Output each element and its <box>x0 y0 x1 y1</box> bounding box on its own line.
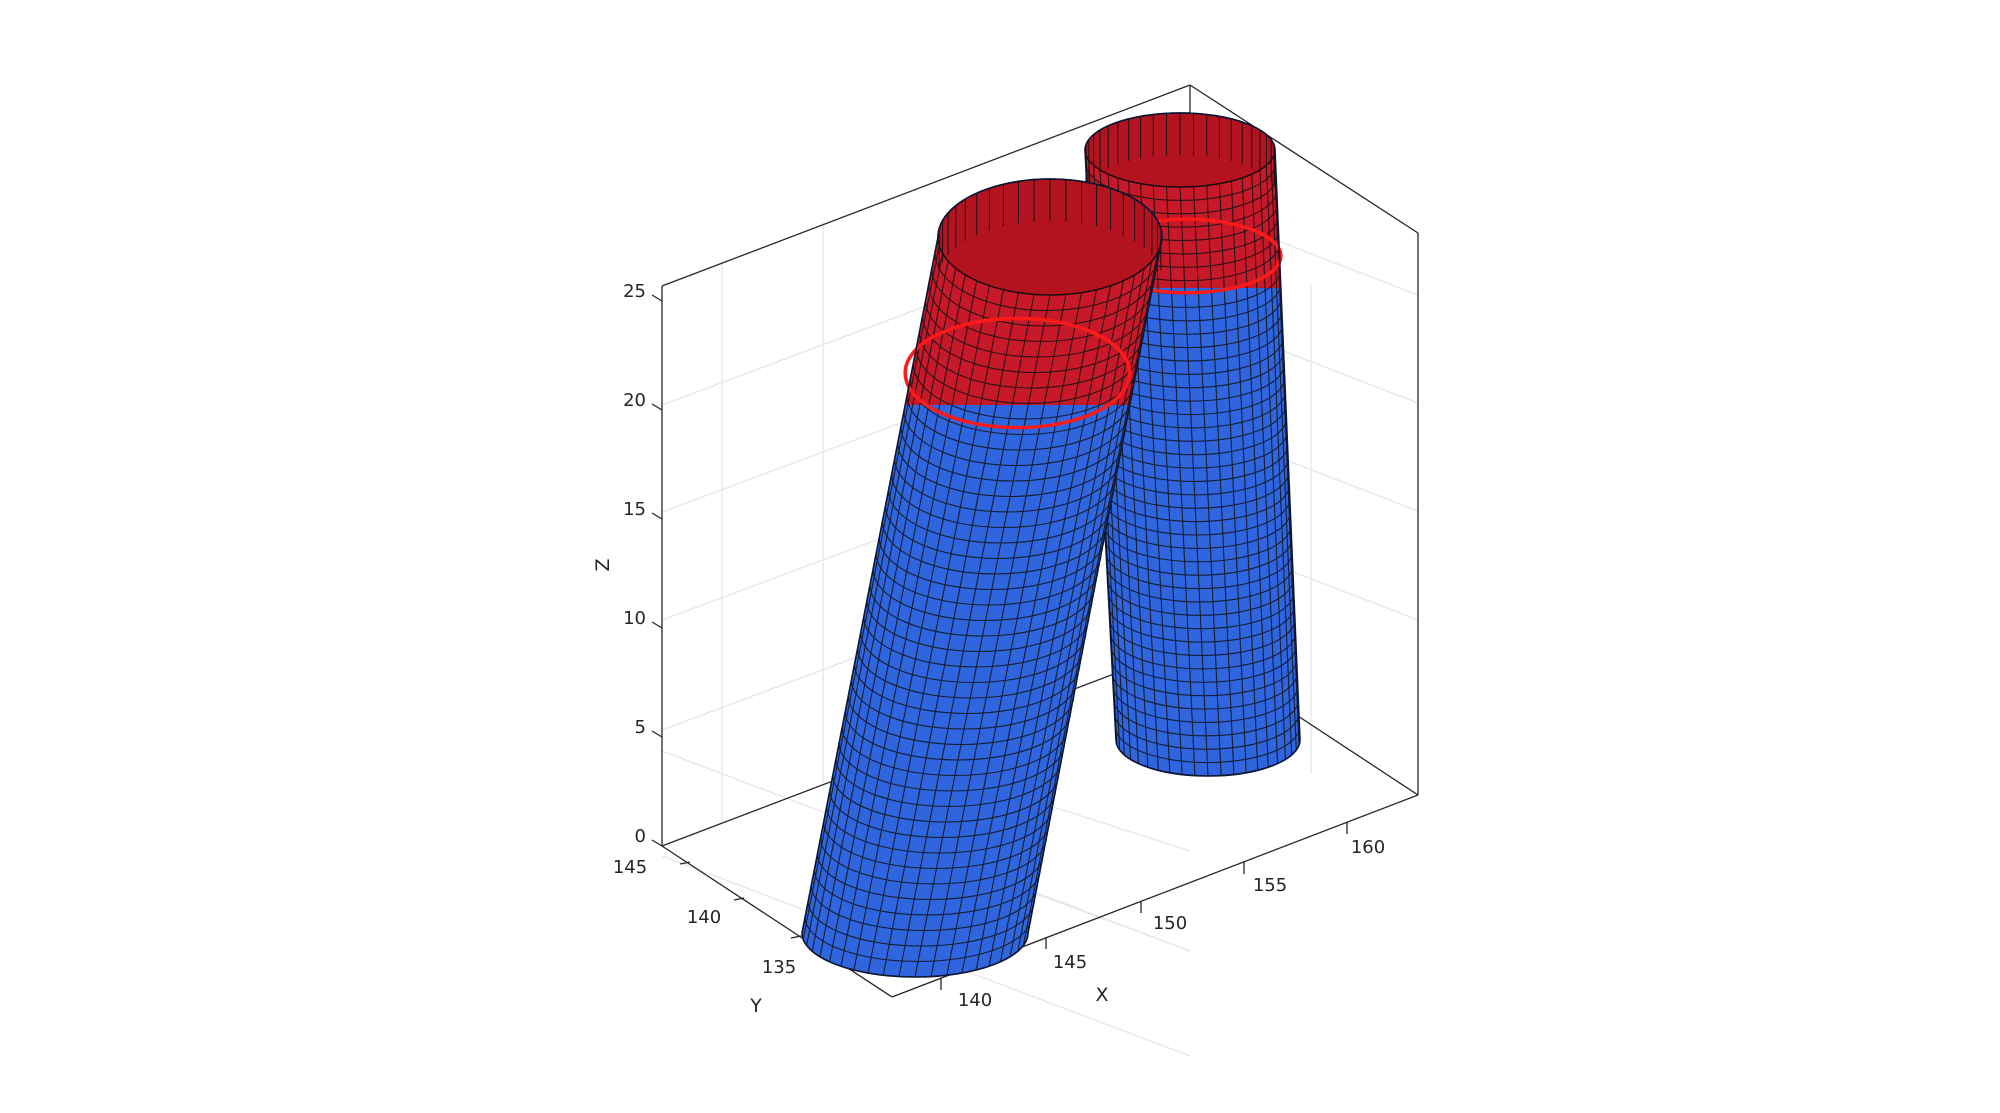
x-tick-label: 150 <box>1153 913 1187 934</box>
tube-front-surface <box>801 178 1163 978</box>
mesh-generator <box>829 274 966 962</box>
tube-body <box>802 405 1130 977</box>
z-tick-label: 15 <box>623 499 646 520</box>
y-tick-label: 135 <box>762 957 796 978</box>
mesh-generator <box>1218 183 1247 773</box>
mesh-ring <box>1084 149 1276 188</box>
mesh-generator <box>1230 181 1259 771</box>
mesh-generator <box>1009 268 1145 957</box>
mesh-generator <box>1259 169 1286 760</box>
mesh-lines <box>801 179 1163 978</box>
mesh-generator <box>914 294 1051 978</box>
mesh-generator <box>867 289 1005 974</box>
mesh-generator <box>840 280 978 967</box>
mesh-generator <box>1273 155 1300 746</box>
mesh-generator <box>898 294 1035 977</box>
tube-outline <box>801 178 1163 978</box>
mesh-generator <box>1270 160 1297 751</box>
mesh-generator <box>853 285 990 971</box>
mesh-generator <box>975 285 1112 971</box>
x-axis-label: X <box>1095 984 1108 1006</box>
mesh-generator <box>819 268 957 957</box>
z-tick-label: 25 <box>623 281 646 302</box>
mesh-generator <box>999 274 1136 962</box>
mesh-generator <box>946 292 1083 976</box>
x-tick-labels: 140 145 150 155 160 <box>958 837 1385 1011</box>
z-tick-label: 10 <box>623 608 646 629</box>
mesh-generator <box>882 292 1019 976</box>
y-tick-label: 140 <box>687 907 721 928</box>
z-tick-label: 20 <box>623 390 646 411</box>
x-tick-label: 145 <box>1053 952 1087 973</box>
mesh-generator <box>1206 185 1235 775</box>
mesh-generator <box>1251 174 1279 764</box>
tube-outline <box>1084 112 1301 777</box>
x-tick-label: 160 <box>1351 837 1385 858</box>
mesh-generator <box>930 294 1067 977</box>
mesh-generator <box>811 260 949 952</box>
lower-region-surface <box>802 405 1130 977</box>
mesh-generator <box>1022 253 1159 946</box>
mesh-generator <box>802 245 940 940</box>
mesh-generator <box>1265 165 1293 755</box>
z-tick-label: 0 <box>635 826 646 847</box>
mesh-generator <box>806 253 944 946</box>
y-tick-labels: 135 140 145 <box>613 857 796 978</box>
tick-marks <box>651 294 1348 990</box>
y-axis-label: Y <box>749 995 762 1017</box>
mesh-generator <box>1241 177 1269 768</box>
z-tick-label: 5 <box>635 717 646 738</box>
mesh-generator <box>1152 185 1183 775</box>
z-tick-labels: 0 5 10 15 20 25 <box>623 281 646 847</box>
x-tick-label: 155 <box>1253 875 1287 896</box>
z-axis-label: Z <box>592 558 614 571</box>
mesh-generator <box>988 280 1124 967</box>
mesh-generator <box>1179 186 1209 777</box>
region-boundary-line <box>903 316 1132 430</box>
mesh-generator <box>1165 186 1196 776</box>
y-tick-label: 145 <box>613 857 647 878</box>
mesh-generator <box>961 289 1098 974</box>
x-tick-label: 140 <box>958 990 992 1011</box>
mesh-generator <box>1192 186 1222 776</box>
